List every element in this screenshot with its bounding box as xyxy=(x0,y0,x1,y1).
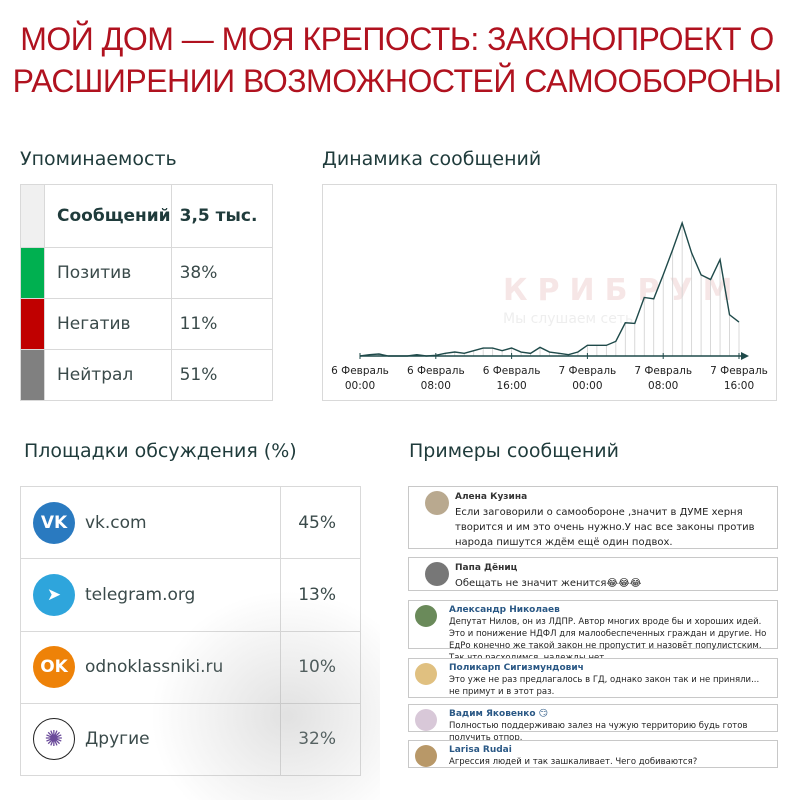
platform-value: 32% xyxy=(280,702,361,777)
watermark-slogan: Мы слушаем сеть xyxy=(503,311,634,327)
row-label: Позитив xyxy=(44,247,172,299)
message-card: Папа Дёниц Обещать не значит женится😂😂😂 xyxy=(408,557,778,591)
x-axis-arrow xyxy=(741,352,749,360)
row-value: 11% xyxy=(170,298,274,350)
mentions-heading: Упоминаемость xyxy=(20,148,177,170)
platform-name: Другие xyxy=(85,729,150,750)
sentiment-table: Сообщений 3,5 тыс. Позитив 38% Негатив 11% … xyxy=(20,184,274,401)
author-name: Папа Дёниц xyxy=(455,563,518,573)
row-label: Нейтрал xyxy=(44,349,172,401)
author-name: Александр Николаев xyxy=(449,605,560,615)
x-tick-time: 08:00 xyxy=(648,380,679,392)
platform-row: ✺ Другие 32% xyxy=(20,702,361,777)
x-tick-time: 00:00 xyxy=(572,380,603,392)
avatar xyxy=(415,663,437,685)
x-tick-label: 6 Февраль 00:00 xyxy=(325,364,395,394)
row-value: 38% xyxy=(170,247,274,299)
x-tick-time: 08:00 xyxy=(420,380,451,392)
x-tick-time: 16:00 xyxy=(723,380,755,392)
color-swatch xyxy=(20,184,45,248)
examples-heading: Примеры сообщений xyxy=(409,440,619,462)
chart-svg xyxy=(359,220,749,360)
row-label: Негатив xyxy=(44,298,172,350)
x-tick-label: 6 Февраль 08:00 xyxy=(401,364,471,394)
author-name: Larisa Rudai xyxy=(449,745,512,755)
header-label: Сообщений xyxy=(44,184,172,248)
network-globe-icon: ✺ xyxy=(33,718,75,761)
x-tick-date: 6 Февраль xyxy=(482,365,541,377)
row-value: 51% xyxy=(170,349,274,401)
message-card: Поликарп Сигизмундович Это уже не раз пре… xyxy=(408,658,778,698)
x-tick-date: 7 Февраль xyxy=(558,365,617,377)
platform-row: OK odnoklassniki.ru 10% xyxy=(20,630,361,704)
message-text: Если заговорили о самообороне ,значит в … xyxy=(455,507,755,548)
telegram-icon: ➤ xyxy=(33,573,75,616)
author-name: Вадим Яковенко 😏 xyxy=(449,709,549,719)
platform-row: ➤ telegram.org 13% xyxy=(20,558,361,632)
platform-row: VK vk.com 45% xyxy=(20,485,361,560)
avatar xyxy=(425,562,449,586)
avatar xyxy=(415,745,437,767)
platforms-heading: Площадки обсуждения (%) xyxy=(24,440,297,462)
x-tick-time: 16:00 xyxy=(496,380,527,392)
message-card: Larisa Rudai Агрессия людей и так зашкали… xyxy=(408,740,778,768)
page-title: МОЙ ДОМ — МОЯ КРЕПОСТЬ: ЗАКОНОПРОЕКТ О Р… xyxy=(12,21,782,99)
message-text: Полностью поддерживаю залез на чужую тер… xyxy=(449,721,748,743)
author-name: Алена Кузина xyxy=(455,492,528,502)
message-card: Алена Кузина Если заговорили о самооборон… xyxy=(408,486,778,549)
negative-swatch xyxy=(20,298,45,350)
watermark-logo: КРИБРУМ xyxy=(503,273,743,308)
x-tick-date: 7 Февраль xyxy=(710,365,768,377)
message-card: Вадим Яковенко 😏 Полностью поддерживаю за… xyxy=(408,704,778,743)
x-tick-date: 6 Февраль xyxy=(331,365,389,377)
neutral-swatch xyxy=(20,349,45,401)
dynamics-chart: КРИБРУМ Мы слушаем сеть 6 Февраль 00:00 6 … xyxy=(322,184,777,401)
positive-swatch xyxy=(20,247,45,299)
avatar xyxy=(415,605,437,627)
message-text: Обещать не значит женится😂😂😂 xyxy=(455,578,642,589)
platform-value: 45% xyxy=(280,485,361,560)
x-tick-label: 7 Февраль 16:00 xyxy=(704,364,774,394)
author-name: Поликарп Сигизмундович xyxy=(449,663,584,673)
message-text: Агрессия людей и так зашкаливает. Чего д… xyxy=(449,757,698,767)
vk-icon: VK xyxy=(33,501,75,544)
x-tick-label: 7 Февраль 08:00 xyxy=(628,364,698,394)
platform-name: odnoklassniki.ru xyxy=(85,657,224,678)
header-value: 3,5 тыс. xyxy=(170,184,274,248)
x-tick-label: 6 Февраль 16:00 xyxy=(477,364,547,394)
x-tick-label: 7 Февраль 00:00 xyxy=(552,364,622,394)
x-tick-date: 7 Февраль xyxy=(634,365,693,377)
x-tick-date: 6 Февраль xyxy=(406,365,465,377)
message-card: Александр Николаев Депутат Нилов, он из Л… xyxy=(408,600,778,663)
avatar xyxy=(425,491,449,515)
x-tick-time: 00:00 xyxy=(344,380,376,392)
platform-name: vk.com xyxy=(85,512,147,533)
message-text: Депутат Нилов, он из ЛДПР. Автор многих … xyxy=(449,617,767,663)
dynamics-heading: Динамика сообщений xyxy=(322,148,542,170)
platform-value: 10% xyxy=(280,630,361,704)
platform-value: 13% xyxy=(280,558,361,632)
platform-name: telegram.org xyxy=(85,584,196,605)
avatar xyxy=(415,709,437,731)
message-text: Это уже не раз предлагалось в ГД, однако… xyxy=(449,675,760,697)
odnoklassniki-icon: OK xyxy=(33,646,75,689)
platforms-table: VK vk.com 45% ➤ telegram.org 13% OK odnoklass… xyxy=(20,485,361,777)
